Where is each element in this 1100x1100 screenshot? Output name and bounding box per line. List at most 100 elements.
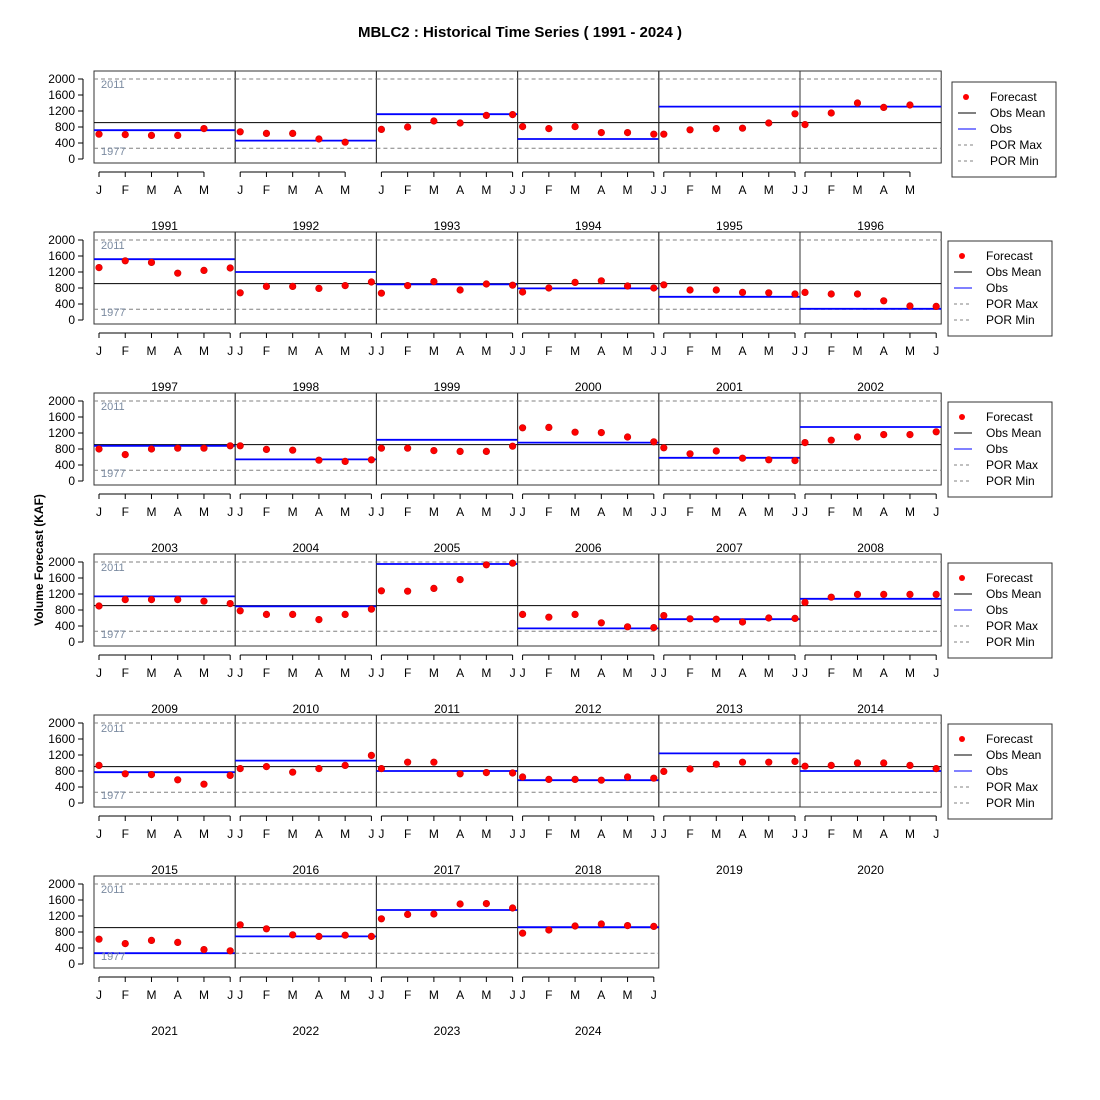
forecast-point: [827, 593, 835, 601]
year-panel: J F M A M J 2006: [517, 392, 660, 555]
x-tick-label: M: [711, 344, 721, 358]
x-tick-label: A: [174, 344, 182, 358]
forecast-point: [262, 282, 271, 291]
forecast-point: [738, 758, 747, 766]
panel-frame: [375, 875, 519, 969]
forecast-point: [315, 456, 323, 464]
forecast-point: [236, 289, 244, 297]
legend-obs-label: Obs: [986, 764, 1008, 778]
forecast-point: [341, 457, 349, 466]
x-tick-label: M: [288, 988, 298, 1002]
forecast-point: [738, 288, 747, 297]
x-tick-label: M: [429, 505, 439, 519]
forecast-point: [518, 610, 527, 619]
year-panel: J F M A M J 2005: [375, 392, 519, 555]
legend: Forecast Obs Mean Obs POR Max POR Min: [947, 240, 1053, 337]
forecast-point: [200, 780, 208, 788]
x-tick-label: A: [456, 988, 464, 1002]
x-tick-label: M: [623, 505, 633, 519]
year-panel: J F M A M J 2020: [799, 714, 942, 877]
forecast-point: [430, 117, 438, 125]
y-axis: 0 400 800 1200 1600 2000: [48, 555, 84, 649]
panel-frame: [799, 392, 942, 486]
x-tick-label: J: [237, 988, 243, 1002]
x-tick-label: M: [905, 344, 915, 358]
x-tick-label: M: [852, 827, 862, 841]
forecast-point: [827, 109, 835, 117]
forecast-point: [174, 131, 182, 139]
x-tick-label: M: [711, 827, 721, 841]
x-tick-label: M: [852, 505, 862, 519]
year-panel: J F M A M J 2004: [234, 392, 377, 555]
x-tick-label: M: [429, 988, 439, 1002]
x-tick-label: J: [510, 827, 516, 841]
forecast-point: [289, 282, 297, 291]
forecast-point: [508, 281, 517, 289]
y-tick-label: 1600: [48, 88, 75, 102]
y-tick-label: 0: [68, 635, 75, 649]
year-panel: J F M A M J 1994: [517, 70, 660, 233]
y-tick-label: 1600: [48, 249, 75, 263]
x-tick-label: M: [340, 344, 350, 358]
forecast-point: [545, 423, 553, 432]
x-tick-label: A: [456, 183, 464, 197]
forecast-point: [315, 932, 323, 941]
forecast-point: [430, 758, 438, 766]
year-label: 2021: [151, 1024, 178, 1038]
x-tick-label: J: [368, 505, 374, 519]
forecast-point: [686, 286, 694, 294]
forecast-point: [236, 128, 244, 136]
x-tick-label: M: [288, 183, 298, 197]
forecast-point: [174, 269, 182, 277]
forecast-point: [456, 447, 464, 456]
legend-por-max-label: POR Max: [986, 458, 1038, 472]
x-tick-label: A: [174, 666, 182, 680]
forecast-point: [367, 751, 376, 760]
forecast-point: [95, 264, 103, 272]
year-label: 2004: [292, 541, 319, 555]
forecast-point: [932, 764, 940, 773]
x-tick-label: F: [545, 505, 552, 519]
year-label: 2000: [575, 380, 602, 394]
forecast-point: [518, 773, 527, 781]
forecast-point: [508, 769, 517, 777]
x-tick-label: M: [623, 183, 633, 197]
x-tick-label: F: [122, 344, 129, 358]
x-tick-label: A: [739, 344, 747, 358]
forecast-point: [121, 257, 129, 265]
panel-frame: [234, 231, 377, 325]
legend-forecast-marker: [963, 94, 969, 100]
forecast-point: [200, 945, 208, 954]
year-panel: J F M A M J 2018: [517, 714, 660, 877]
x-tick-label: M: [199, 988, 209, 1002]
x-tick-label: M: [623, 827, 633, 841]
x-tick-label: F: [686, 827, 693, 841]
forecast-point: [174, 776, 182, 784]
forecast-point: [650, 922, 658, 931]
x-tick-label: J: [96, 666, 102, 680]
x-tick-label: J: [510, 988, 516, 1002]
year-panel: J F M A M J 2016: [234, 714, 377, 877]
x-tick-label: F: [545, 344, 552, 358]
year-panel: J F M A M 1996: [799, 70, 942, 233]
y-tick-label: 1200: [48, 587, 75, 601]
panel-frame: [799, 70, 942, 164]
x-tick-label: J: [96, 344, 102, 358]
y-tick-label: 800: [55, 442, 75, 456]
year-panel: J F M A M J 1999: [375, 231, 519, 394]
y-tick-label: 400: [55, 619, 75, 633]
x-tick-label: J: [651, 183, 657, 197]
x-tick-label: M: [570, 827, 580, 841]
year-label: 2012: [575, 702, 602, 716]
x-tick-label: J: [661, 505, 667, 519]
forecast-point: [906, 761, 914, 770]
forecast-point: [597, 920, 605, 928]
forecast-point: [571, 278, 579, 287]
x-tick-label: F: [545, 988, 552, 1002]
forecast-point: [571, 428, 579, 436]
